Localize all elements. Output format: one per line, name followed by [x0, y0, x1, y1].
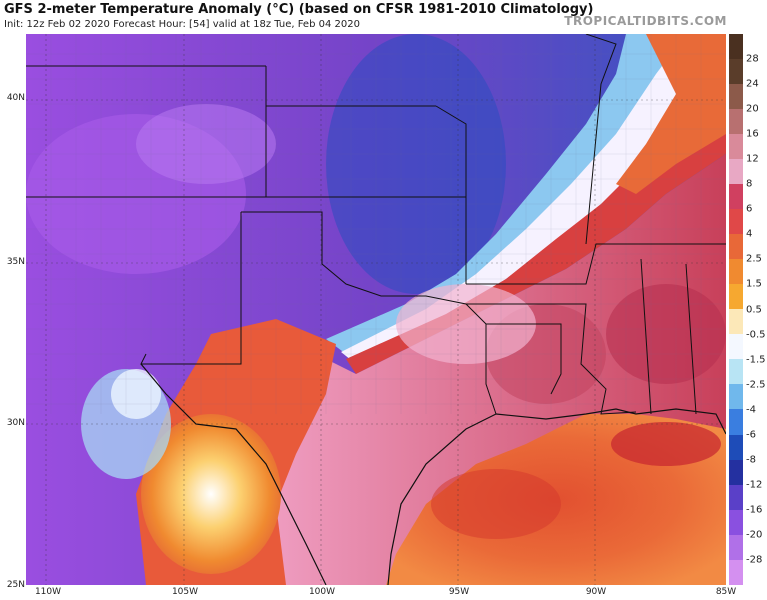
forecast-info: Init: 12z Feb 02 2020 Forecast Hour: [54…: [4, 19, 360, 30]
colorbar-swatch: [729, 284, 743, 310]
lat-label-40n: 40N: [6, 93, 25, 103]
colorbar-label: 8: [746, 178, 753, 190]
colorbar-swatch: [729, 34, 743, 60]
colorbar-label: 16: [746, 128, 759, 140]
warm-core-alabama: [606, 284, 726, 384]
front-red-band: [346, 74, 726, 374]
colorbar-label: -8: [746, 454, 756, 466]
colorbar-swatch: [729, 409, 743, 435]
map-title: GFS 2-meter Temperature Anomaly (°C) (ba…: [4, 2, 594, 17]
colorbar-swatch: [729, 359, 743, 385]
mexico-white-zone: [111, 369, 161, 419]
colorbar-label: 2.5: [746, 253, 762, 265]
colorbar-swatch: [729, 484, 743, 510]
colorbar-swatch: [729, 509, 743, 535]
colorbar-label: 1.5: [746, 278, 762, 290]
colorbar-swatch: [729, 84, 743, 110]
colorbar-swatch: [729, 159, 743, 185]
lon-label-95w: 95W: [448, 587, 470, 597]
colorbar-swatch: [729, 184, 743, 210]
lon-label-85w: 85W: [715, 587, 737, 597]
colorbar-swatch: [729, 259, 743, 285]
cold-core-colorado: [136, 104, 276, 184]
colorbar-swatch: [729, 559, 743, 585]
front-white-band: [341, 34, 726, 364]
colorbar-swatch: [729, 134, 743, 160]
lon-label-100w: 100W: [308, 587, 336, 597]
colorbar-swatch: [729, 434, 743, 460]
state-borders: [26, 34, 726, 415]
colorbar-label: -20: [746, 529, 763, 541]
colorbar-swatch: [729, 59, 743, 85]
graticule: [26, 34, 726, 585]
gulf-warm-core-west: [431, 469, 561, 539]
lat-label-30n: 30N: [6, 418, 25, 428]
coastline: [140, 363, 726, 585]
colorbar-swatch: [729, 309, 743, 335]
colorbar-label: -12: [746, 479, 763, 491]
lat-label-35n: 35N: [6, 257, 25, 267]
map-canvas: [26, 34, 726, 585]
colorbar-swatch: [729, 234, 743, 260]
colorbar-label: -1.5: [746, 354, 766, 366]
colorbar-label: 20: [746, 103, 759, 115]
lon-label-90w: 90W: [585, 587, 607, 597]
lon-label-110w: 110W: [34, 587, 62, 597]
front-light-blue: [326, 34, 726, 354]
colorbar-swatch: [729, 384, 743, 410]
colorbar-label: -4: [746, 404, 756, 416]
colorbar-swatch: [729, 534, 743, 560]
colorbar-swatch: [729, 459, 743, 485]
lat-label-25n: 25N: [6, 580, 25, 590]
colorbar-label: -0.5: [746, 329, 766, 341]
county-borders: [26, 34, 726, 414]
colorbar-label: 12: [746, 153, 759, 165]
colorbar-label: -2.5: [746, 379, 766, 391]
lon-label-105w: 105W: [171, 587, 199, 597]
brand-watermark: TROPICALTIDBITS.COM: [564, 14, 727, 28]
colorbar-swatch: [729, 209, 743, 235]
colorbar-swatch: [729, 334, 743, 360]
colorbar-label: -6: [746, 429, 756, 441]
colorbar-label: 28: [746, 53, 759, 65]
colorbar-legend: [729, 34, 743, 585]
colorbar-label: 4: [746, 228, 753, 240]
colorbar-label: -16: [746, 504, 763, 516]
colorbar-label: 24: [746, 78, 759, 90]
colorbar-swatch: [729, 109, 743, 135]
blue-band-kansas: [326, 34, 506, 294]
gulf-warm-core-east: [611, 422, 721, 466]
colorbar-label: 0.5: [746, 304, 762, 315]
colorbar-label: -28: [746, 554, 763, 566]
warm-northeast-orange: [616, 34, 726, 194]
colorbar-label: 6: [746, 203, 753, 215]
temperature-anomaly-map: [26, 34, 726, 585]
mexico-hot-spot: [141, 414, 281, 574]
